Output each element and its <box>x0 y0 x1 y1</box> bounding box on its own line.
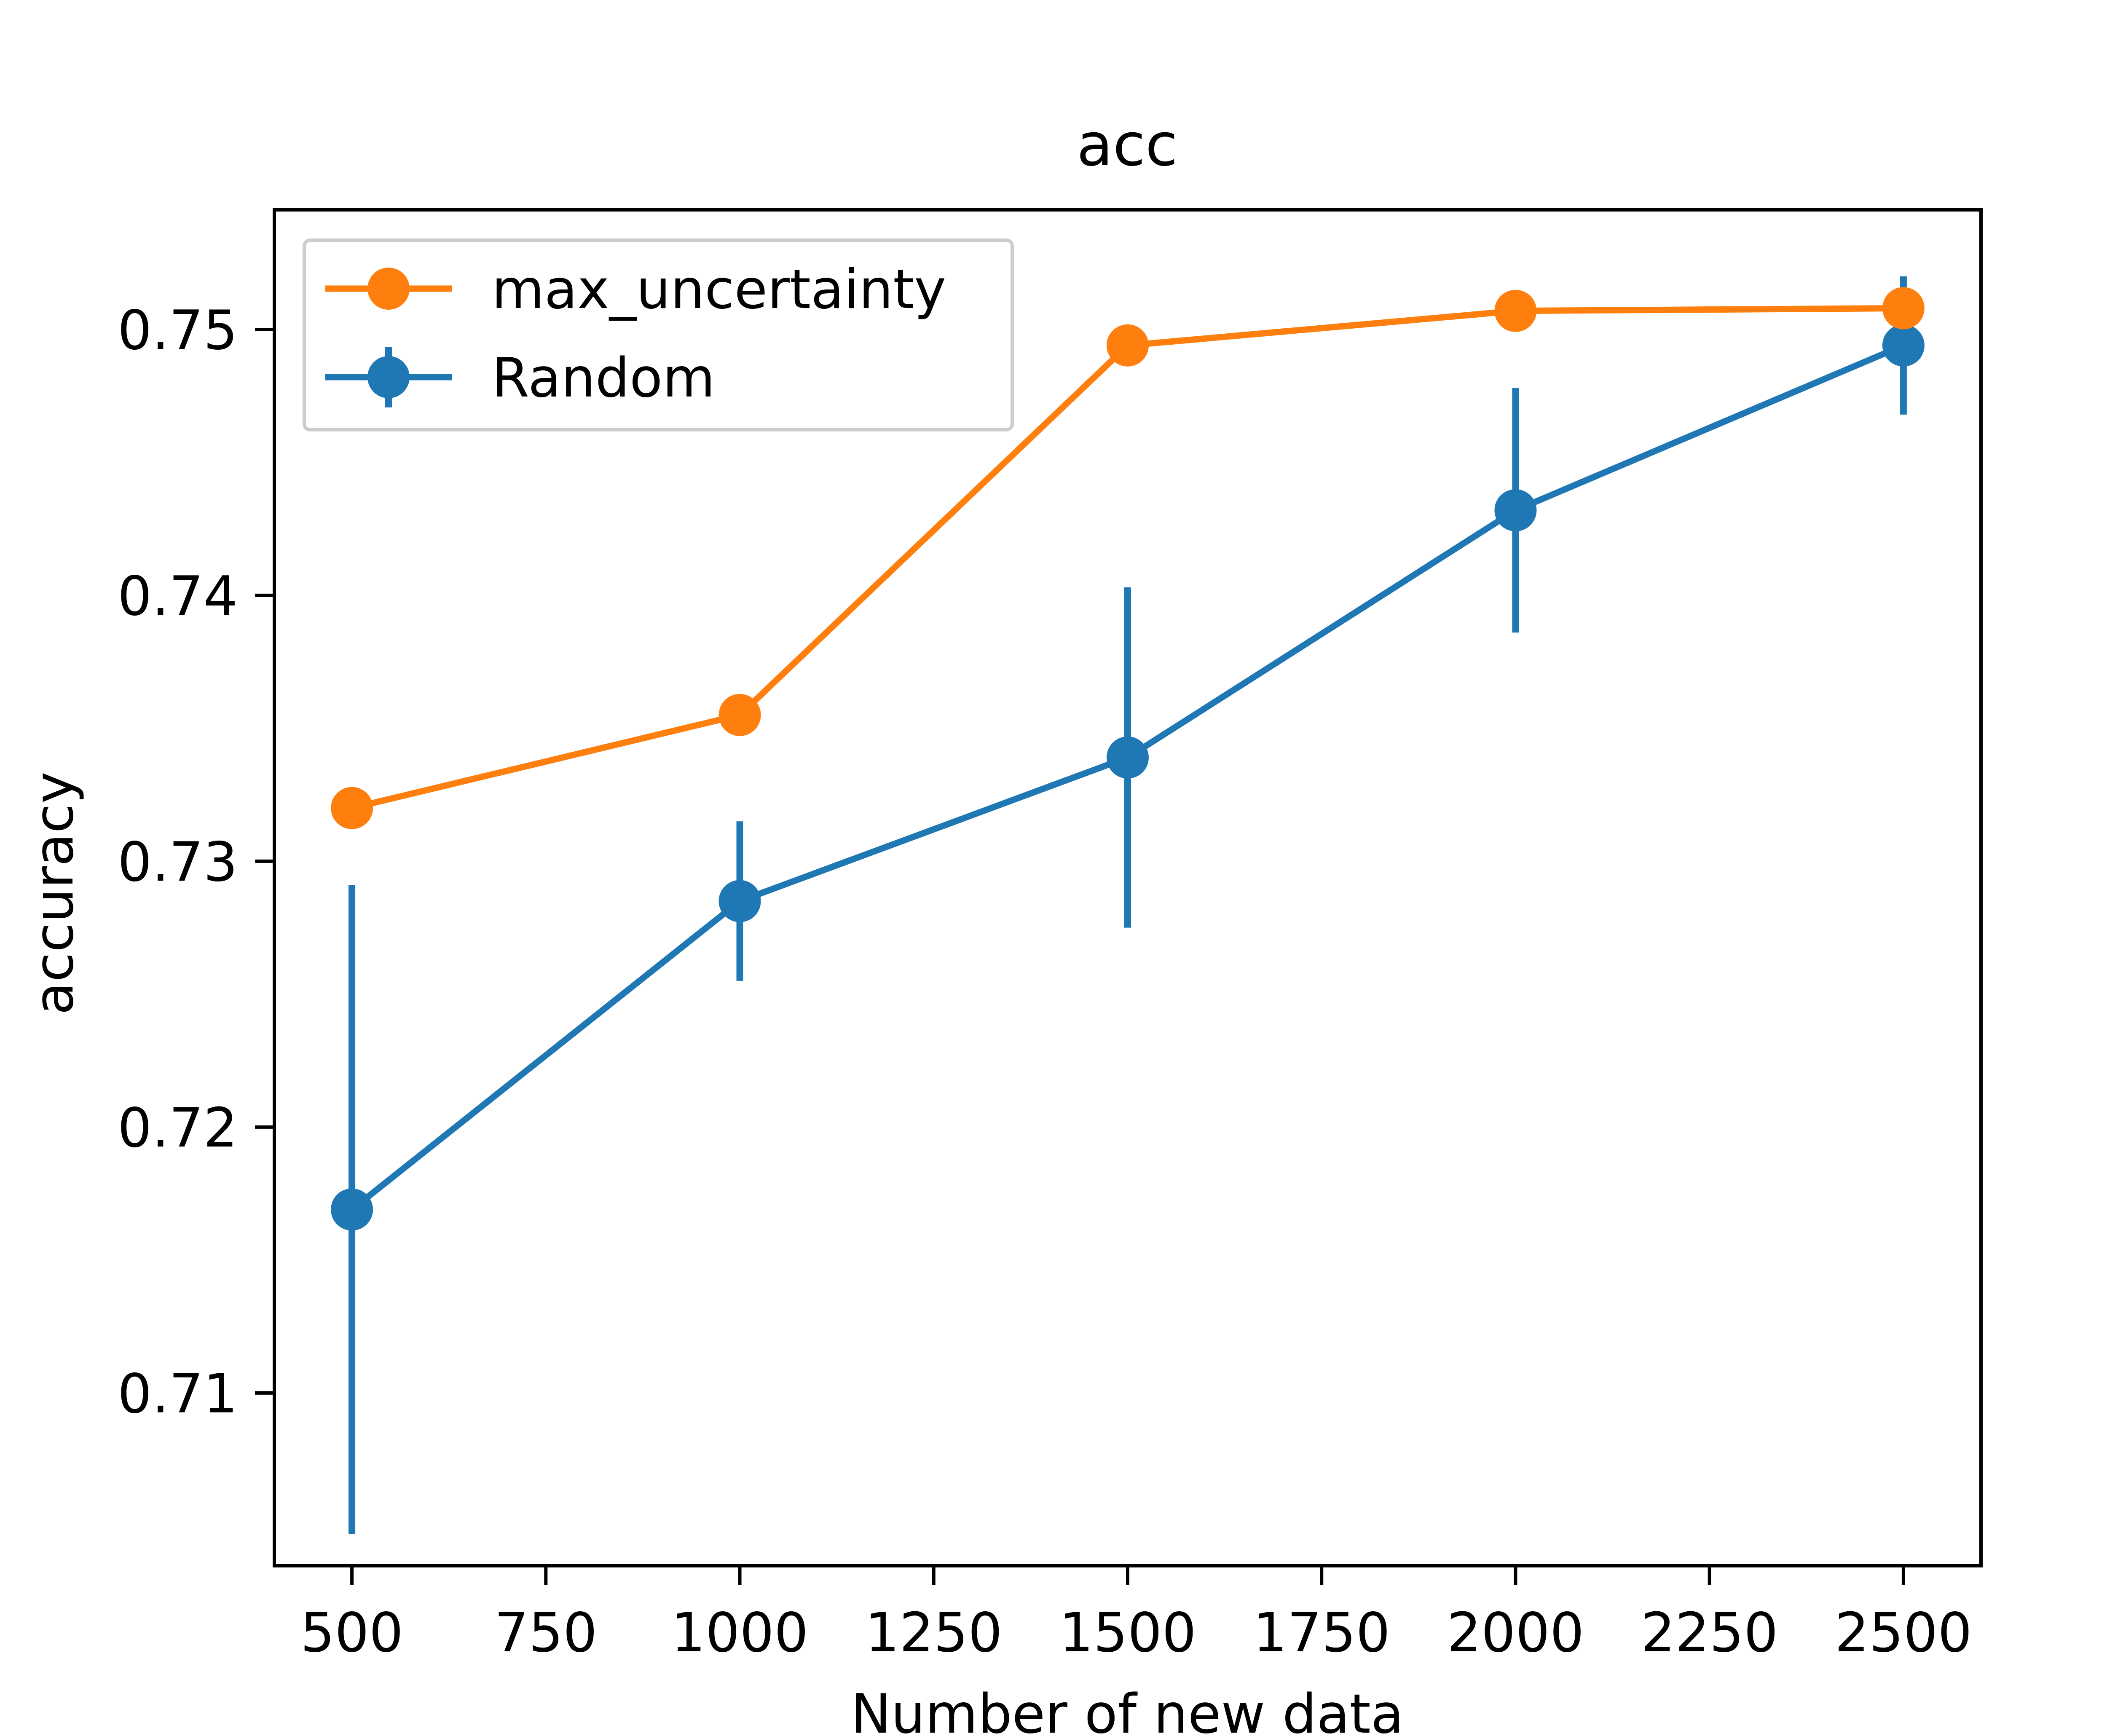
random-legend-marker <box>367 356 410 398</box>
random-data-point <box>718 880 761 922</box>
x-tick-label: 500 <box>300 1602 403 1664</box>
x-tick-label: 1250 <box>865 1602 1003 1664</box>
max-uncertainty-legend-marker <box>367 268 410 310</box>
x-tick-label: 1750 <box>1253 1602 1390 1664</box>
max-uncertainty-data-point <box>1494 289 1537 332</box>
max-uncertainty-data-point <box>1882 287 1925 330</box>
legend-box <box>303 238 1014 431</box>
x-axis-label: Number of new data <box>851 1683 1404 1736</box>
legend-label: Random <box>492 347 715 410</box>
x-tick-label: 2000 <box>1447 1602 1584 1664</box>
random-data-point <box>1494 489 1537 532</box>
legend-label: max_uncertainty <box>492 258 946 321</box>
x-tick-label: 1000 <box>671 1602 809 1664</box>
x-tick-label: 2250 <box>1641 1602 1778 1664</box>
random-data-point <box>331 1188 373 1231</box>
y-axis: 0.71 0.72 0.73 0.74 0.75 <box>118 299 274 1425</box>
x-axis: 500 750 1000 1250 1500 1750 2000 2250 2500 <box>300 1566 1972 1664</box>
max-uncertainty-data-point <box>1107 324 1149 367</box>
chart-title: acc <box>1077 111 1178 179</box>
y-tick-label: 0.71 <box>118 1363 238 1425</box>
y-tick-label: 0.72 <box>118 1097 238 1160</box>
y-tick-label: 0.74 <box>118 565 238 628</box>
random-data-point <box>1107 736 1149 779</box>
max-uncertainty-data-point <box>718 694 761 736</box>
plot-area <box>331 276 1925 1534</box>
y-tick-label: 0.73 <box>118 831 238 894</box>
x-tick-label: 750 <box>494 1602 597 1664</box>
x-tick-label: 2500 <box>1835 1602 1972 1664</box>
random-data-point <box>1882 324 1925 367</box>
y-axis-label: accuracy <box>23 772 86 1015</box>
max-uncertainty-data-point <box>331 787 373 829</box>
legend: max_uncertainty Random <box>303 238 1014 431</box>
y-tick-label: 0.75 <box>118 299 238 362</box>
x-tick-label: 1500 <box>1059 1602 1196 1664</box>
